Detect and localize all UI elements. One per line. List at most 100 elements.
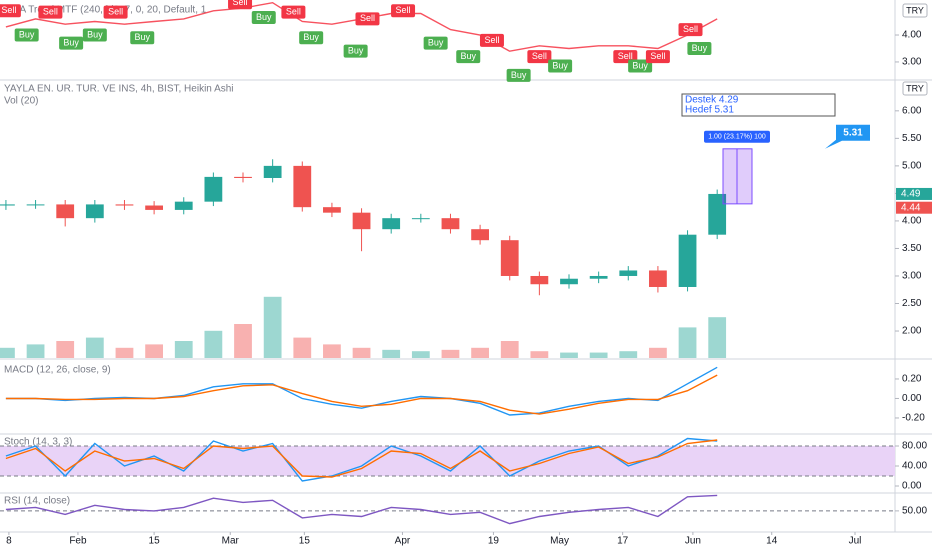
volume-bar (708, 317, 727, 358)
signal-label: Sell (532, 51, 547, 61)
signal-label: Buy (87, 29, 103, 39)
volume-bar (471, 347, 489, 358)
last-price-tag (896, 187, 932, 200)
signal-label: Buy (303, 32, 319, 42)
y-tick-label: 0.20 (902, 374, 922, 385)
signal-label: Buy (460, 51, 476, 61)
candle-body (589, 275, 608, 279)
volume-bar (500, 341, 519, 358)
pane-title: Stoch (14, 3, 3) (4, 437, 72, 448)
candle-body (649, 270, 667, 287)
y-tick-label: 2.00 (902, 326, 922, 337)
signal (228, 0, 253, 10)
candle-body (0, 204, 15, 206)
signal-label: Sell (360, 13, 375, 23)
candle-body (619, 270, 638, 276)
signal (678, 23, 703, 37)
signal-label: Sell (396, 5, 411, 15)
candle-body (678, 234, 697, 287)
signal (687, 41, 712, 55)
candle-body (708, 193, 727, 235)
signal (0, 4, 21, 18)
signal-label: Buy (428, 37, 444, 47)
signal (281, 5, 306, 19)
candle-body (382, 218, 401, 230)
signal (343, 44, 368, 58)
signal (527, 50, 552, 64)
signal-label: Sell (1, 5, 16, 15)
candle-body (174, 201, 193, 210)
signal-label: Sell (650, 51, 665, 61)
measure-label-bg (704, 130, 770, 143)
signal (628, 59, 653, 73)
candle-body (441, 218, 460, 230)
pane-title: MACD (12, 26, close, 9) (4, 365, 111, 376)
y-tick-label: 0.00 (902, 393, 922, 404)
y-tick-label: 5.50 (902, 133, 922, 144)
volume-bar (26, 344, 45, 358)
y-tick-label: 5.00 (902, 161, 922, 172)
x-tick-label: 19 (488, 536, 500, 547)
volume-bar (411, 351, 430, 358)
volume-bar (145, 344, 163, 358)
y-tick-label: 4.00 (902, 216, 922, 227)
volume-bar (174, 341, 193, 358)
signal-label: Buy (632, 60, 648, 70)
volume-bar (56, 341, 75, 358)
x-tick-label: Mar (222, 536, 240, 547)
signal-label: Buy (19, 29, 35, 39)
candle-body (352, 212, 371, 230)
signal-label: Buy (692, 43, 708, 53)
volume-bar (382, 349, 401, 358)
y-tick-label: -0.20 (902, 413, 925, 424)
indicator-line (5, 439, 718, 478)
signal (299, 31, 324, 45)
volume-bar (204, 330, 223, 358)
signal-label: Sell (484, 35, 499, 45)
x-tick-label: 15 (149, 536, 161, 547)
signal-label: Buy (134, 32, 150, 42)
signal-label: Sell (683, 24, 698, 34)
volume-bar (589, 352, 608, 358)
signal (14, 28, 39, 42)
candle-body (115, 204, 134, 206)
signal (479, 33, 504, 47)
volume-bar (352, 347, 371, 358)
note-line: Destek 4.29 (685, 95, 739, 106)
last-price-label: 4.49 (901, 189, 921, 200)
candle-body (85, 204, 104, 219)
x-tick-label: Jul (849, 536, 862, 547)
signal (59, 36, 84, 50)
x-tick-label: 17 (617, 536, 629, 547)
volume-bar (619, 351, 638, 358)
signal-label: Buy (552, 60, 568, 70)
volume-bar (115, 347, 134, 358)
indicator-line (5, 374, 718, 415)
callout (825, 124, 870, 149)
signal (251, 11, 276, 25)
candle-body (411, 218, 430, 220)
volume-bar (530, 351, 549, 358)
candle-body (293, 165, 312, 208)
signal-label: Sell (43, 6, 58, 16)
volume-bar (649, 347, 667, 358)
indicator-line (5, 437, 718, 482)
signal-label: Sell (286, 6, 301, 16)
x-tick-label: Apr (395, 536, 411, 547)
signal (456, 50, 481, 64)
y-tick-label: 4.00 (902, 30, 922, 41)
volume-bar (441, 349, 460, 358)
signal-label: Sell (233, 0, 248, 7)
note-box (681, 93, 836, 117)
candle-body (263, 165, 282, 178)
x-tick-label: 15 (299, 536, 311, 547)
volume-bar (678, 327, 697, 358)
signal (130, 31, 155, 45)
y-tick-label: 3.00 (902, 271, 922, 282)
y-tick-label: 50.00 (902, 506, 927, 517)
currency-badge (902, 3, 928, 18)
indicator-line (5, 366, 718, 416)
x-tick-label: 8 (6, 536, 12, 547)
note-line: Hedef 5.31 (685, 105, 734, 116)
volume-bar (293, 337, 312, 358)
